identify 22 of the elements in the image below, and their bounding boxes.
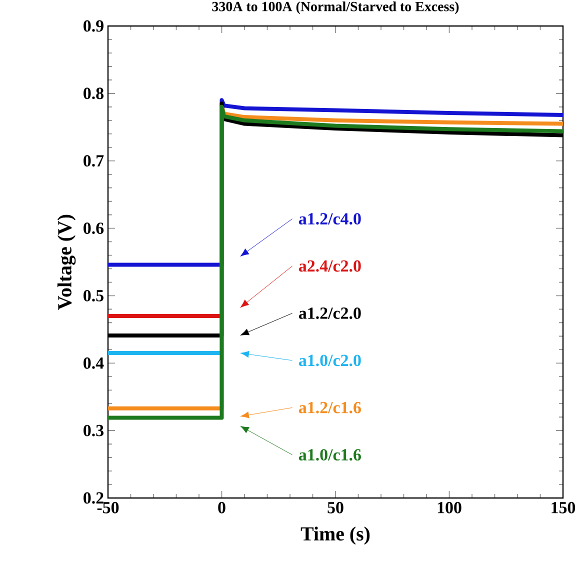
legend-label: a1.2/c2.0 — [298, 307, 361, 319]
x-tick-label: -50 — [97, 502, 119, 514]
legend-label: a1.0/c2.0 — [298, 354, 361, 366]
x-tick-label: 0 — [218, 502, 226, 514]
y-tick-label: 0.8 — [84, 88, 104, 100]
y-tick-label: 0.4 — [84, 357, 104, 369]
text: a1.0/c1.6 — [298, 449, 361, 461]
y-tick-label: 0.9 — [84, 20, 104, 32]
text: a2.4/c2.0 — [298, 260, 361, 272]
y-tick-label: 0.7 — [84, 155, 104, 167]
x-tick-label: 50 — [328, 502, 344, 514]
chart-title: 330A to 100A (Normal/Starved to Excess) — [212, 1, 459, 14]
legend-label: a1.2/c1.6 — [298, 402, 361, 414]
y-tick-label: 0.2 — [84, 492, 104, 504]
y-axis-title: Voltage (V) — [57, 214, 76, 310]
y-tick-label: 0.5 — [84, 290, 104, 302]
x-tick-label: 150 — [552, 502, 576, 514]
y-tick-label: 0.6 — [84, 222, 104, 234]
x-tick-label: 100 — [438, 502, 462, 514]
x-axis-title: Time (s) — [300, 526, 370, 545]
text: a1.2/c4.0 — [298, 213, 361, 225]
y-tick-label: 0.3 — [84, 424, 104, 436]
